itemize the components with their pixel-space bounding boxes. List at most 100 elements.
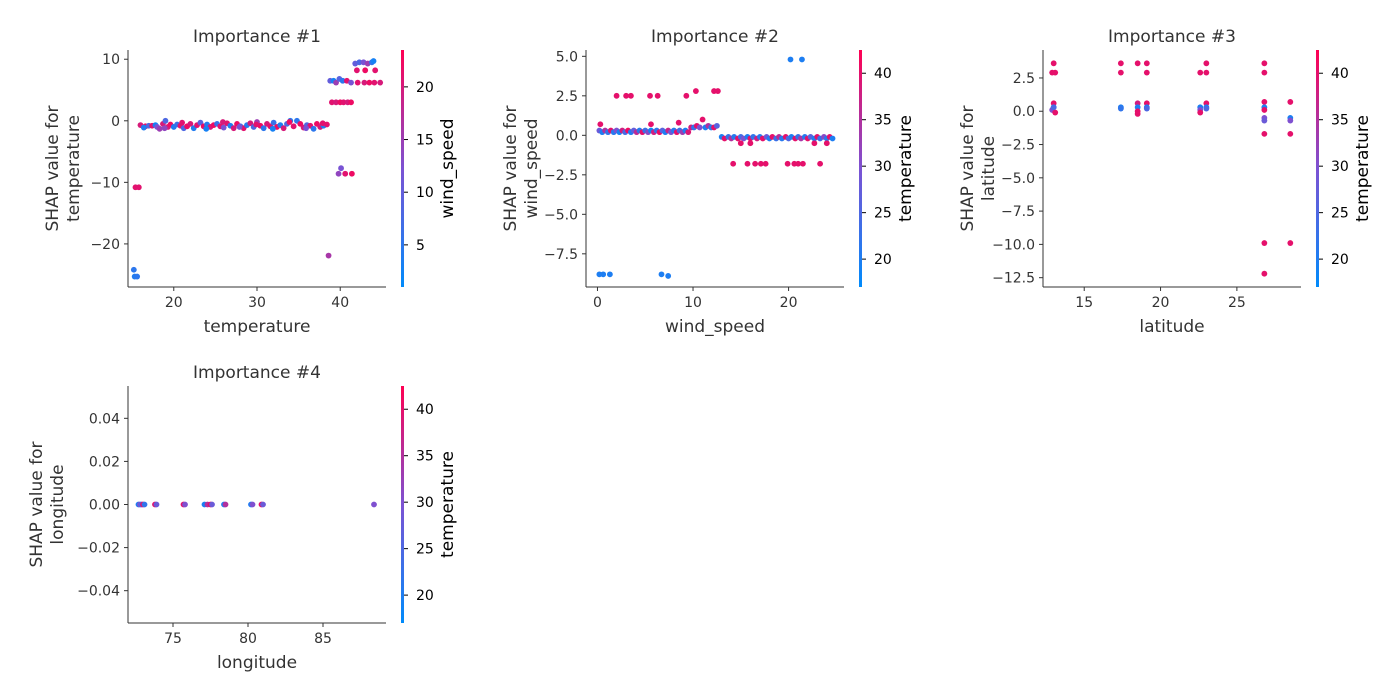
- colorbar: 5 10 15 20 wind_speed: [401, 50, 458, 287]
- data-point: [1050, 104, 1057, 111]
- data-point: [675, 119, 682, 126]
- data-point: [817, 160, 824, 167]
- data-point: [1197, 109, 1204, 116]
- data-point: [197, 119, 204, 126]
- data-point: [156, 125, 163, 132]
- y-axis-label: wind_speed: [522, 118, 542, 218]
- data-point: [1050, 100, 1057, 107]
- y-tick-label: −5.0: [1001, 171, 1035, 187]
- colorbar-tick-label: 20: [416, 80, 434, 96]
- colorbar: 20 25 30 35 40 temperature: [859, 50, 916, 287]
- data-point: [134, 273, 141, 280]
- y-tick-label: 0.0: [1013, 104, 1035, 120]
- data-point: [377, 79, 384, 86]
- data-point: [737, 140, 744, 147]
- x-tick-label: 20: [780, 295, 798, 311]
- data-point: [1261, 130, 1268, 137]
- y-tick-label: 0: [111, 114, 120, 130]
- colorbar-tick-label: 10: [416, 185, 434, 201]
- colorbar-tick-label: 20: [1331, 252, 1349, 268]
- data-point: [829, 135, 836, 142]
- data-point: [799, 56, 805, 63]
- y-axis-label: SHAP value for: [958, 105, 978, 231]
- data-point: [329, 99, 335, 106]
- data-point: [811, 140, 818, 147]
- data-point: [366, 79, 373, 86]
- y-tick-label: 5.0: [556, 49, 578, 65]
- y-axis-label: SHAP value for: [43, 105, 63, 231]
- data-point: [1261, 240, 1268, 246]
- data-point: [1143, 60, 1150, 67]
- data-point: [683, 92, 690, 99]
- data-point: [1203, 100, 1210, 107]
- data-point: [1287, 130, 1294, 137]
- data-point: [236, 124, 243, 130]
- data-point: [1261, 270, 1268, 277]
- y-tick-label: −5.0: [544, 207, 578, 223]
- data-point: [1050, 60, 1057, 67]
- data-point: [335, 170, 342, 177]
- data-point: [333, 99, 339, 106]
- data-point: [361, 79, 368, 86]
- data-point: [141, 501, 148, 508]
- data-point: [333, 79, 339, 86]
- data-point: [1261, 99, 1268, 105]
- data-point: [135, 184, 142, 191]
- data-point: [1134, 60, 1141, 67]
- y-tick-label: −7.5: [544, 247, 578, 263]
- data-point: [140, 124, 147, 131]
- data-point: [696, 124, 703, 131]
- colorbar-tick-label: 25: [874, 206, 892, 222]
- subplot-3: Importance #3 15 20 25 2.5 0.0 −2.5 −5.0 −7.5 −10…: [958, 27, 1373, 337]
- data-point: [1203, 60, 1210, 67]
- data-point: [162, 117, 169, 124]
- data-point: [1134, 100, 1141, 107]
- data-point: [269, 125, 276, 132]
- y-tick-label: 10: [102, 52, 120, 68]
- data-point: [1143, 100, 1150, 107]
- data-point: [654, 92, 661, 99]
- data-point: [270, 119, 277, 126]
- x-tick-label: 0: [593, 295, 602, 311]
- data-point: [342, 170, 349, 177]
- data-point: [1203, 105, 1210, 112]
- x-tick-label: 75: [164, 631, 182, 647]
- data-point: [757, 160, 764, 167]
- data-point: [714, 122, 720, 129]
- colorbar-tick-label: 20: [416, 588, 434, 604]
- data-point: [692, 88, 699, 94]
- data-point: [153, 501, 160, 508]
- data-point: [371, 501, 377, 508]
- data-point: [1117, 105, 1124, 112]
- x-axis-label: longitude: [217, 653, 297, 673]
- chart-title: Importance #2: [651, 27, 779, 47]
- x-tick-label: 20: [165, 295, 183, 311]
- colorbar-tick-label: 20: [874, 252, 892, 268]
- data-point: [310, 125, 317, 132]
- data-point: [1052, 69, 1059, 76]
- y-tick-label: −7.5: [1001, 204, 1035, 220]
- colorbar-label: wind_speed: [438, 118, 458, 218]
- data-point: [699, 116, 706, 123]
- data-point: [247, 120, 254, 127]
- colorbar-tick-label: 40: [416, 402, 434, 418]
- data-point: [1287, 117, 1294, 124]
- colorbar: 20 25 30 35 40 temperature: [401, 386, 458, 623]
- data-point: [286, 119, 293, 125]
- data-point: [372, 67, 379, 74]
- data-point: [161, 125, 168, 132]
- data-point: [747, 140, 754, 147]
- colorbar-label: temperature: [896, 115, 916, 222]
- colorbar-gradient: [859, 50, 862, 287]
- x-tick-label: 30: [248, 295, 266, 311]
- y-tick-label: 0.0: [556, 128, 578, 144]
- data-point: [222, 501, 229, 508]
- data-point: [1261, 69, 1268, 76]
- data-point: [1052, 109, 1059, 116]
- y-axis-label: longitude: [48, 464, 68, 544]
- data-point: [623, 92, 630, 99]
- x-axis-label: wind_speed: [665, 317, 765, 337]
- data-point: [220, 124, 227, 131]
- data-point: [1134, 111, 1141, 117]
